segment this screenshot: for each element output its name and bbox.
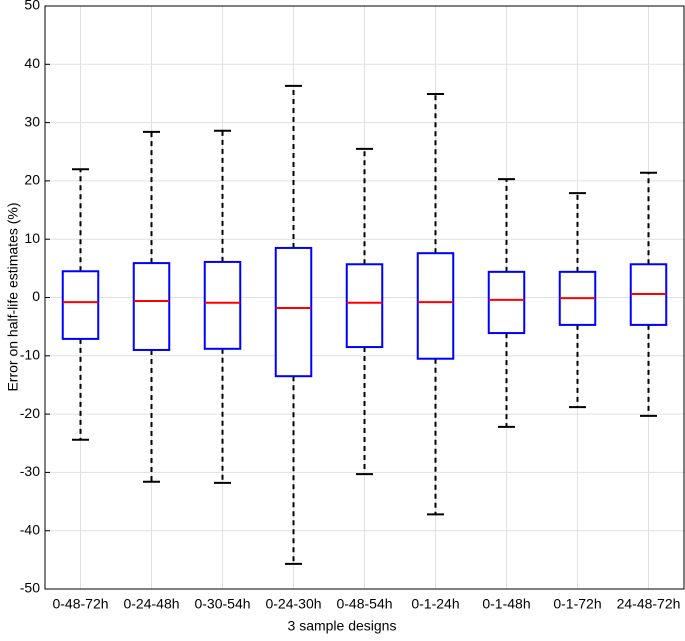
- x-tick-label: 0-24-48h: [123, 596, 179, 612]
- y-tick-label: 10: [24, 230, 40, 246]
- box: [61, 270, 100, 340]
- plot-frame: [44, 5, 685, 590]
- x-axis-label: 3 sample designs: [288, 618, 397, 634]
- y-tick-label: -10: [20, 347, 40, 363]
- y-tick-label: -40: [20, 521, 40, 537]
- y-tick-label: -30: [20, 463, 40, 479]
- y-tick-label: 0: [32, 288, 40, 304]
- box: [274, 246, 313, 378]
- y-tick-label: 50: [24, 0, 40, 13]
- y-tick-label: 30: [24, 113, 40, 129]
- y-tick-label: 40: [24, 55, 40, 71]
- box: [487, 270, 526, 335]
- y-tick-label: -50: [20, 580, 40, 596]
- box: [203, 260, 242, 350]
- x-tick-label: 0-1-24h: [411, 596, 459, 612]
- box: [132, 262, 171, 351]
- box: [345, 263, 384, 349]
- y-tick-label: -20: [20, 405, 40, 421]
- y-tick-label: 20: [24, 172, 40, 188]
- x-tick-label: 24-48-72h: [617, 596, 681, 612]
- x-tick-label: 0-1-72h: [553, 596, 601, 612]
- x-tick-label: 0-48-54h: [336, 596, 392, 612]
- box: [416, 252, 455, 360]
- x-tick-label: 0-48-72h: [52, 596, 108, 612]
- y-axis-label: Error on half-life estimates (%): [5, 202, 21, 391]
- x-tick-label: 0-30-54h: [194, 596, 250, 612]
- x-tick-label: 0-1-48h: [482, 596, 530, 612]
- x-tick-label: 0-24-30h: [265, 596, 321, 612]
